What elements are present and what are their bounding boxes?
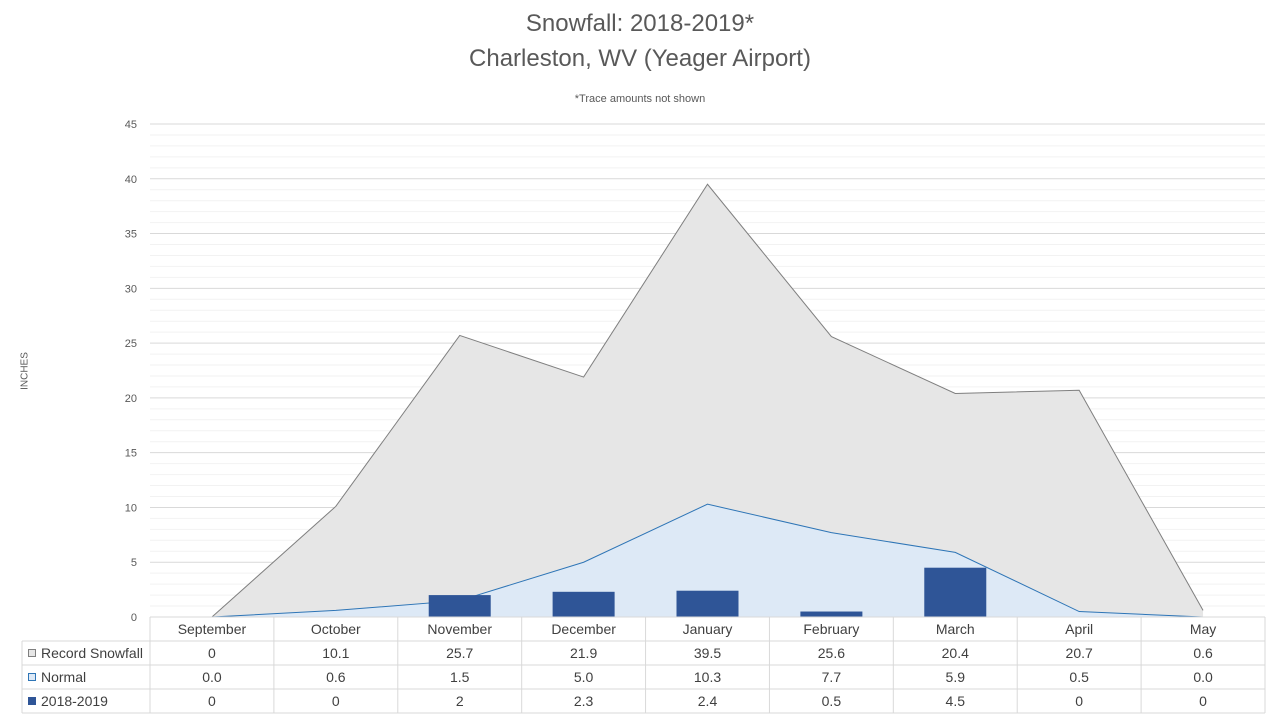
legend-label: Record Snowfall [41, 645, 143, 661]
data-label: 0.6 [326, 669, 346, 685]
chart-subtitle: Charleston, WV (Yeager Airport) [469, 45, 811, 72]
chart-title: Snowfall: 2018-2019* [525, 10, 755, 37]
area-record-snowfall [211, 184, 1204, 617]
line-normal [211, 503, 1204, 618]
bar-march [924, 567, 987, 617]
x-tick-label: March [936, 621, 975, 637]
y-tick-label: 30 [125, 283, 137, 295]
data-label: 5.9 [946, 669, 966, 685]
line-record-snowfall [211, 183, 1204, 618]
chart-note: *Trace amounts not shown [574, 93, 706, 105]
y-tick-label: 20 [125, 393, 137, 405]
data-label: 0 [1075, 693, 1083, 709]
data-label: 0 [1199, 693, 1207, 709]
bar-november [428, 595, 491, 617]
legend-key [28, 697, 36, 705]
y-tick-label: 0 [131, 612, 137, 624]
y-tick-label: 25 [125, 338, 137, 350]
legend-key [28, 673, 36, 681]
data-label: 2.3 [574, 693, 594, 709]
x-tick-label: May [1190, 621, 1216, 637]
data-label: 0.0 [1193, 669, 1213, 685]
x-tick-label: November [427, 621, 492, 637]
data-label: 20.4 [942, 645, 969, 661]
data-label: 0.5 [1069, 669, 1089, 685]
data-label: 39.5 [694, 645, 721, 661]
x-tick-label: December [551, 621, 616, 637]
data-label: 5.0 [574, 669, 594, 685]
bar-february [800, 611, 863, 617]
data-label: 0.0 [202, 669, 222, 685]
y-tick-label: 45 [125, 119, 137, 131]
legend-key [28, 649, 36, 657]
y-tick-label: 10 [125, 502, 137, 514]
y-tick-label: 40 [125, 174, 137, 186]
x-tick-label: April [1065, 621, 1093, 637]
data-label: 0.5 [822, 693, 842, 709]
y-tick-label: 35 [125, 229, 137, 241]
y-tick-label: 15 [125, 448, 137, 460]
legend-label: Normal [41, 669, 86, 685]
x-tick-label: February [803, 621, 859, 637]
data-label: 10.1 [322, 645, 349, 661]
legend-label: 2018-2019 [41, 693, 108, 709]
data-label: 0 [208, 645, 216, 661]
x-tick-label: September [178, 621, 247, 637]
bar-january [676, 590, 739, 617]
bar-december [552, 591, 615, 617]
y-tick-label: 5 [131, 557, 137, 569]
data-label: 2 [456, 693, 464, 709]
data-label: 21.9 [570, 645, 597, 661]
data-label: 0.6 [1193, 645, 1213, 661]
data-label: 0 [208, 693, 216, 709]
data-label: 10.3 [694, 669, 721, 685]
data-label: 20.7 [1066, 645, 1093, 661]
data-label: 1.5 [450, 669, 470, 685]
data-label: 25.6 [818, 645, 845, 661]
x-tick-label: January [683, 621, 733, 637]
data-label: 4.5 [946, 693, 966, 709]
data-label: 0 [332, 693, 340, 709]
data-label: 25.7 [446, 645, 473, 661]
data-label: 7.7 [822, 669, 842, 685]
x-tick-label: October [311, 621, 361, 637]
data-label: 2.4 [698, 693, 718, 709]
